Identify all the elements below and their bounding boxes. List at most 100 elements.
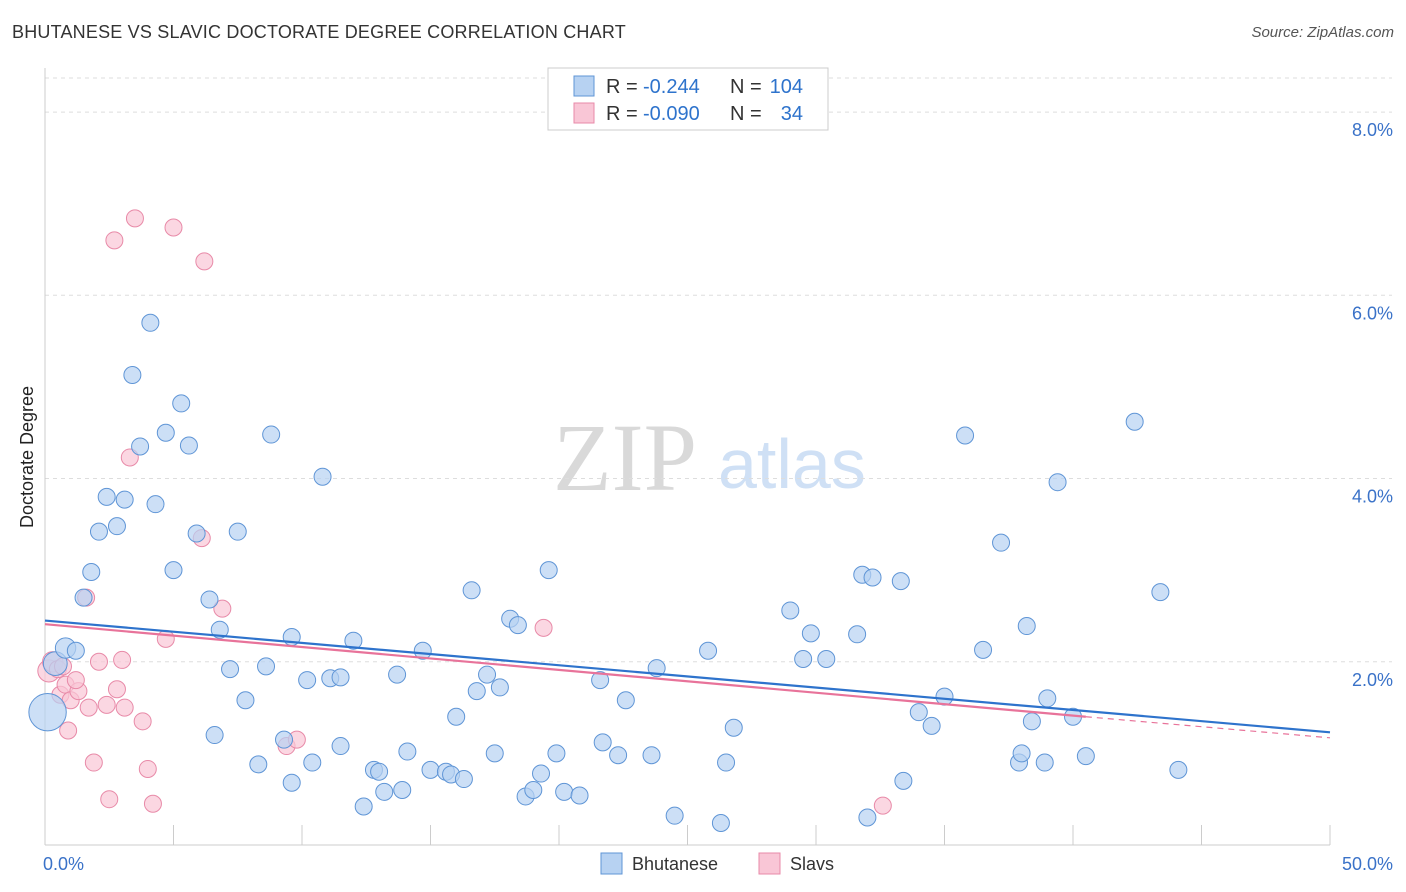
bhutanese-point: [547, 744, 566, 763]
slavs-point: [115, 698, 134, 717]
chart-title: BHUTANESE VS SLAVIC DOCTORATE DEGREE COR…: [12, 22, 626, 42]
bhutanese-point: [909, 703, 928, 722]
bhutanese-point: [210, 620, 229, 639]
slavs-point: [143, 794, 162, 813]
bhutanese-point: [711, 814, 730, 833]
bhutanese-point: [131, 437, 150, 456]
bhutanese-point: [141, 313, 160, 332]
legend-pink-n-value: 34: [781, 103, 803, 125]
bhutanese-point: [591, 671, 610, 690]
bhutanese-point: [187, 524, 206, 543]
slavs-point: [89, 652, 108, 671]
bhutanese-point: [485, 744, 504, 763]
bhutanese-point: [1012, 744, 1031, 763]
bhutanese-point: [1169, 760, 1188, 779]
bhutanese-point: [699, 641, 718, 660]
bhutanese-point: [935, 687, 954, 706]
legend-pink-n-label: N =: [730, 103, 762, 125]
bhutanese-point: [275, 730, 294, 749]
bhutanese-point: [107, 517, 126, 536]
slavs-point: [195, 252, 214, 271]
legend-blue-r-value: -0.244: [643, 76, 700, 98]
trend-lines: [44, 619, 1331, 739]
bhutanese-point: [642, 746, 661, 765]
bhutanese-point: [555, 782, 574, 801]
bhutanese-point: [665, 806, 684, 825]
bhutanese-point: [257, 657, 276, 676]
slavs-point: [213, 599, 232, 618]
bhutanese-point: [298, 671, 317, 690]
bhutanese-point: [891, 572, 910, 591]
grid-lines: [45, 77, 1392, 663]
bottom-legend-slavs: Slavs: [790, 854, 834, 874]
slavs-trend-line: [44, 623, 1086, 718]
bhutanese-point: [454, 770, 473, 789]
y-tick-labels: 2.0% 4.0% 6.0% 8.0%: [1352, 120, 1393, 690]
bhutanese-point: [115, 490, 134, 509]
bhutanese-point: [146, 495, 165, 514]
bhutanese-point: [467, 682, 486, 701]
bhutanese-point: [164, 561, 183, 580]
source-note: Source: ZipAtlas.com: [1251, 24, 1394, 41]
bhutanese-point: [478, 665, 497, 684]
bhutanese-point: [801, 624, 820, 643]
watermark-atlas: atlas: [718, 425, 866, 503]
bhutanese-point: [82, 562, 101, 581]
bhutanese-point: [331, 737, 350, 756]
bhutanese-point: [156, 423, 175, 442]
slavs-point: [138, 759, 157, 778]
bhutanese-point: [393, 781, 412, 800]
bhutanese-point: [179, 436, 198, 455]
bhutanese-point: [1035, 753, 1054, 772]
bhutanese-point: [532, 764, 551, 783]
legend-blue-r-label: R =: [606, 76, 638, 98]
slavs-point: [133, 712, 152, 731]
slavs-point: [107, 680, 126, 699]
slavs-point: [164, 218, 183, 237]
slavs-point: [66, 671, 85, 690]
bhutanese-point: [200, 590, 219, 609]
bhutanese-point: [508, 616, 527, 635]
bhutanese-point: [249, 755, 268, 774]
bhutanese-point: [1038, 689, 1057, 708]
slavs-point: [873, 796, 892, 815]
y-tick-label: 6.0%: [1352, 303, 1393, 323]
bhutanese-point: [89, 522, 108, 541]
series-legend: Bhutanese Slavs: [600, 852, 834, 875]
bhutanese-point: [303, 753, 322, 772]
bhutanese-point: [539, 561, 558, 580]
y-tick-label: 2.0%: [1352, 670, 1393, 690]
x-tick-labels: 0.0% 50.0%: [43, 854, 1393, 874]
slavs-point: [79, 698, 98, 717]
legend-swatch-pink: [573, 102, 595, 124]
x-tick-label: 50.0%: [1342, 854, 1393, 874]
bhutanese-point: [282, 773, 301, 792]
bhutanese-point: [863, 568, 882, 587]
bhutanese-point: [228, 522, 247, 541]
bhutanese-point: [74, 588, 93, 607]
x-tick-label: 0.0%: [43, 854, 84, 874]
legend-pink-r-label: R =: [606, 103, 638, 125]
bhutanese-point: [490, 678, 509, 697]
bhutanese-point: [524, 781, 543, 800]
bhutanese-point: [236, 691, 255, 710]
legend-blue-n-label: N =: [730, 76, 762, 98]
bhutanese-point: [956, 426, 975, 445]
bhutanese-point: [992, 533, 1011, 552]
bhutanese-point: [262, 425, 281, 444]
bhutanese-point: [717, 753, 736, 772]
bhutanese-point: [570, 786, 589, 805]
bhutanese-point: [616, 691, 635, 710]
bhutanese-point: [794, 650, 813, 669]
bhutanese-point: [1151, 583, 1170, 602]
bhutanese-point: [172, 394, 191, 413]
bhutanese-point: [398, 742, 417, 761]
slavs-point: [120, 448, 139, 467]
bhutanese-points: [28, 313, 1188, 833]
bhutanese-point: [894, 771, 913, 790]
bhutanese-point: [66, 641, 85, 660]
legend-swatch-blue: [573, 75, 595, 97]
bhutanese-point: [858, 808, 877, 827]
bhutanese-point: [848, 625, 867, 644]
